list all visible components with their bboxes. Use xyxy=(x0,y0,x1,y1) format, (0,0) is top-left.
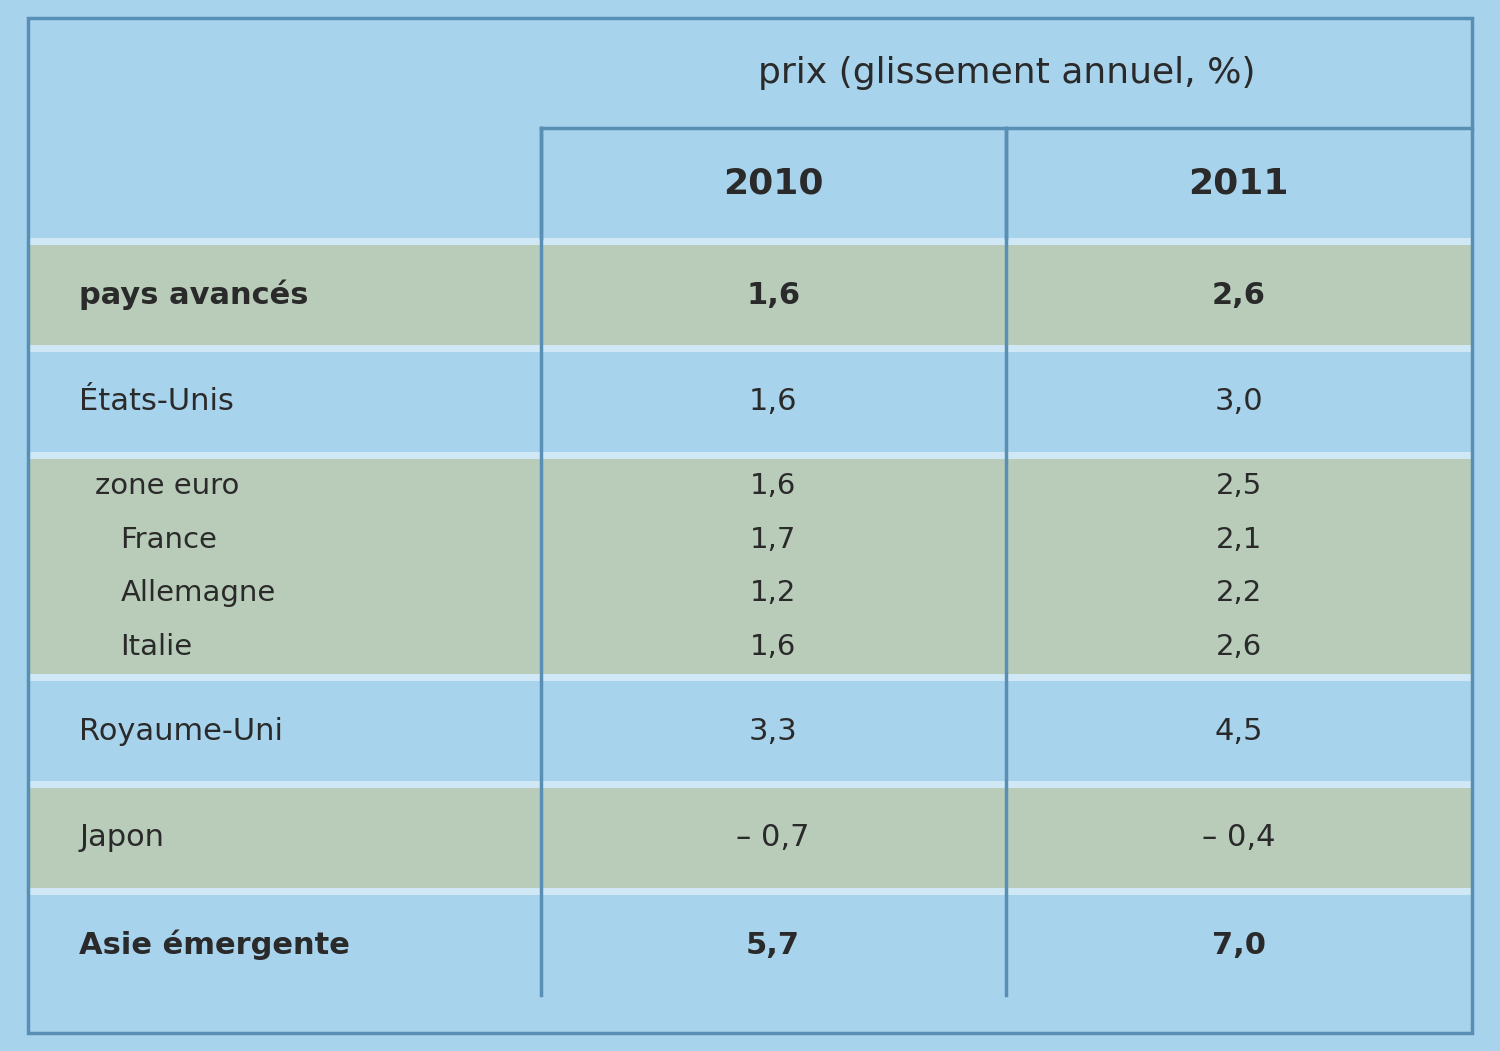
Text: 2,5: 2,5 xyxy=(1215,472,1261,500)
Text: Allemagne: Allemagne xyxy=(120,579,276,607)
Text: 2011: 2011 xyxy=(1188,166,1288,200)
Text: 1,2: 1,2 xyxy=(750,579,796,607)
Bar xyxy=(28,888,1472,895)
Text: 5,7: 5,7 xyxy=(746,930,800,960)
Bar xyxy=(28,238,1472,245)
Text: pays avancés: pays avancés xyxy=(80,280,309,310)
Bar xyxy=(540,895,1005,995)
Text: 1,6: 1,6 xyxy=(750,472,796,500)
Bar xyxy=(540,681,1005,781)
Bar xyxy=(28,352,540,452)
Bar xyxy=(28,788,540,888)
Bar xyxy=(28,895,540,995)
Bar xyxy=(28,128,540,238)
Text: zone euro: zone euro xyxy=(94,472,238,500)
Text: 1,6: 1,6 xyxy=(750,633,796,661)
Bar xyxy=(1005,128,1472,238)
Text: prix (glissement annuel, %): prix (glissement annuel, %) xyxy=(758,56,1256,90)
Text: Italie: Italie xyxy=(120,633,192,661)
Bar xyxy=(28,345,1472,352)
Bar xyxy=(28,452,1472,459)
Bar xyxy=(540,18,1472,128)
Bar xyxy=(28,245,540,345)
Text: 7,0: 7,0 xyxy=(1212,930,1266,960)
Bar xyxy=(28,781,1472,788)
Bar xyxy=(1005,788,1472,888)
Bar xyxy=(28,674,1472,681)
Bar xyxy=(1005,459,1472,674)
Bar xyxy=(1005,681,1472,781)
Text: Royaume-Uni: Royaume-Uni xyxy=(80,717,284,745)
Text: États-Unis: États-Unis xyxy=(80,388,234,416)
Bar xyxy=(28,459,540,674)
Bar xyxy=(540,245,1005,345)
Text: 2,2: 2,2 xyxy=(1215,579,1261,607)
Text: 2010: 2010 xyxy=(723,166,824,200)
Bar xyxy=(1005,895,1472,995)
Bar xyxy=(28,18,540,128)
Bar xyxy=(1005,245,1472,345)
Bar xyxy=(1005,352,1472,452)
Text: 3,0: 3,0 xyxy=(1215,388,1263,416)
Text: 2,6: 2,6 xyxy=(1212,281,1266,309)
Text: 2,6: 2,6 xyxy=(1215,633,1261,661)
Text: Japon: Japon xyxy=(80,824,165,852)
Text: 4,5: 4,5 xyxy=(1215,717,1263,745)
Bar xyxy=(540,459,1005,674)
Bar xyxy=(540,352,1005,452)
Text: – 0,4: – 0,4 xyxy=(1202,824,1275,852)
Text: – 0,7: – 0,7 xyxy=(736,824,810,852)
Text: Asie émergente: Asie émergente xyxy=(80,930,350,961)
Text: 1,6: 1,6 xyxy=(746,281,800,309)
Text: 3,3: 3,3 xyxy=(748,717,798,745)
Text: France: France xyxy=(120,526,218,554)
Text: 2,1: 2,1 xyxy=(1215,526,1261,554)
Bar xyxy=(28,681,540,781)
Text: 1,6: 1,6 xyxy=(748,388,798,416)
Bar xyxy=(540,788,1005,888)
Text: 1,7: 1,7 xyxy=(750,526,796,554)
Bar xyxy=(540,128,1005,238)
